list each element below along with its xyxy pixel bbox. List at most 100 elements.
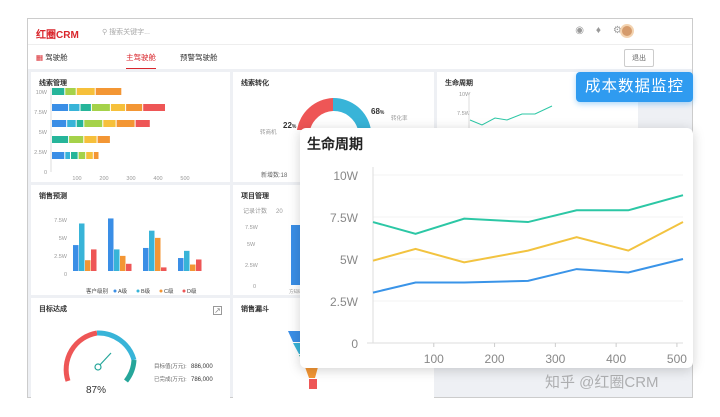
bar	[120, 255, 126, 271]
search-input[interactable]: ⚲ 搜索关键字...	[102, 29, 150, 36]
search-placeholder: 搜索关键字...	[109, 29, 150, 36]
bar-segment	[80, 104, 91, 111]
card-title: 线索管理	[39, 80, 67, 87]
record-count: 20	[276, 209, 283, 215]
y-tick: 0	[64, 272, 67, 278]
bar-segment	[78, 152, 86, 159]
record-count-label: 记录计数	[243, 207, 267, 215]
card-title: 目标达成	[39, 306, 67, 313]
done-label: 已完成(万元):	[154, 375, 187, 383]
tick: 10W	[459, 92, 471, 98]
bar-segment	[71, 152, 78, 159]
bar-segment	[91, 104, 110, 111]
chat-icon[interactable]: ◉	[575, 25, 584, 36]
bar-segment	[52, 104, 69, 111]
legend-label: A级	[118, 287, 128, 295]
legend-label: B级	[141, 287, 151, 295]
bar-segment	[52, 88, 65, 95]
target-card: 目标达成 ↗ 87% 目标值(万元): 886,000 已完成(万元): 786…	[31, 298, 230, 398]
bar-segment	[84, 136, 97, 143]
bar	[178, 258, 184, 271]
bar-segment	[65, 88, 76, 95]
gear-icon[interactable]: ⚙	[613, 25, 622, 36]
tab-main-cockpit[interactable]: 主驾驶舱	[126, 52, 156, 69]
y-tick: 2.5W	[54, 254, 68, 260]
bar-segment	[126, 104, 143, 111]
bar	[196, 259, 202, 271]
legend-title: 客户级别	[86, 287, 108, 295]
bar	[143, 247, 149, 271]
gauge-arc-blue	[96, 330, 137, 361]
bar-segment	[135, 120, 150, 127]
forecast-chart: 7.5W 5W 2.5W 0 客户级别 A级 B级 C级 D级	[54, 218, 202, 295]
legend-marker	[182, 289, 186, 293]
bar-segment	[52, 152, 65, 159]
bar-segment	[97, 136, 110, 143]
forecast-card: 销售预测 7.5W 5W 2.5W 0 客户级别 A级 B级 C级 D级	[31, 185, 230, 295]
x-tick: 300	[545, 352, 565, 366]
gauge-arc-red	[63, 330, 98, 382]
y-tick: 5W	[340, 253, 359, 267]
bar	[184, 250, 190, 271]
donut-segment-blue	[333, 97, 371, 130]
bar	[73, 245, 79, 271]
bell-icon[interactable]: ♦	[595, 25, 602, 36]
lifecycle-chart: 0 2.5W 5W 7.5W 10W 100 200 300 400 500	[330, 167, 687, 366]
bar	[91, 249, 97, 271]
tick: 5W	[247, 242, 256, 248]
legend-marker	[113, 289, 117, 293]
target-value: 886,000	[191, 364, 213, 370]
bar	[190, 264, 196, 271]
card-title: 生命周期	[445, 80, 473, 87]
tick: 2.5W	[245, 263, 259, 269]
legend-marker	[136, 289, 140, 293]
bar-segment	[95, 88, 122, 95]
bar-segment	[65, 152, 70, 159]
bar-segment	[86, 152, 93, 159]
y-tick: 2.5W	[330, 295, 359, 309]
y-tick: 0	[44, 170, 47, 176]
y-tick: 7.5W	[54, 218, 68, 224]
bar	[155, 237, 161, 271]
gauge-percent: 87%	[86, 385, 106, 396]
card-title: 销售预测	[39, 193, 67, 200]
avatar[interactable]	[620, 24, 634, 38]
bar	[79, 223, 85, 271]
lifecycle-chart-card: 生命周期 0 2.5W 5W 7.5W 10W 100 200 300 400 500	[300, 128, 693, 368]
cost-monitor-badge: 成本数据监控	[576, 72, 693, 102]
target-label: 目标值(万元):	[154, 362, 187, 370]
bar-segment	[76, 88, 95, 95]
x-tick: 100	[72, 176, 81, 182]
left-pct: 22%	[283, 121, 297, 130]
leads-chart: 10W 7.5W 5W 2.5W 0 100 200 300 400 500	[34, 88, 190, 182]
bar-segment	[76, 120, 84, 127]
tick: 7.5W	[457, 111, 471, 117]
x-tick: 400	[153, 176, 162, 182]
bar	[126, 263, 132, 271]
right-label: 转化率	[391, 114, 408, 122]
y-tick: 10W	[333, 169, 358, 183]
tab-bar: ▦ 驾驶舱 主驾驶舱 预警驾驶舱 退出	[28, 45, 692, 69]
x-tick: 400	[606, 352, 626, 366]
y-tick: 5W	[59, 236, 68, 242]
card-title: 项目管理	[241, 193, 269, 200]
chart-icon[interactable]: ↗	[213, 306, 222, 315]
bar	[149, 230, 155, 271]
bar	[85, 260, 91, 271]
bar	[161, 267, 167, 271]
right-pct: 68%	[371, 107, 385, 116]
calendar-icon: ▦	[36, 53, 44, 62]
bar	[108, 218, 114, 271]
gauge-arc-teal	[123, 359, 137, 383]
tab-warning-cockpit[interactable]: 预警驾驶舱	[180, 53, 218, 62]
series-line-2	[372, 258, 684, 294]
logout-button[interactable]: 退出	[624, 49, 654, 67]
conversion-donut: 22% 转商机 68% 转化率 新增数:18	[260, 97, 408, 179]
x-tick: 100	[424, 352, 444, 366]
legend-label: D级	[187, 287, 197, 295]
funnel-stage	[309, 379, 317, 389]
lifecycle-title: 生命周期	[307, 136, 363, 152]
bar-segment	[103, 120, 116, 127]
gauge: 87% 目标值(万元): 886,000 已完成(万元): 786,000	[63, 330, 213, 396]
x-tick: 500	[667, 352, 687, 366]
